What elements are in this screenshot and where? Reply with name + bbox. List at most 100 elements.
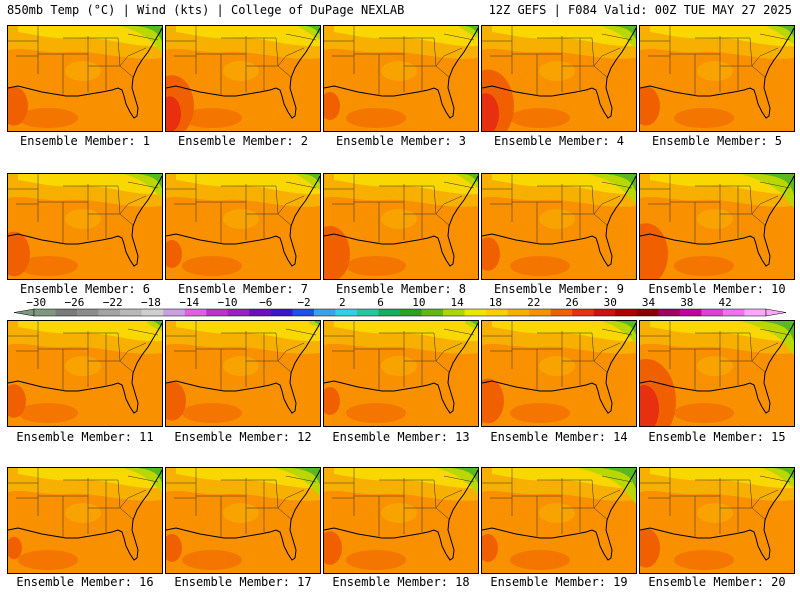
mild-pocket-inland: [223, 209, 259, 229]
ensemble-member-label: Ensemble Member: 10: [648, 282, 786, 296]
cool-band-northeast: [436, 468, 478, 494]
state-border: [119, 489, 147, 509]
colorbar-swatch: [550, 309, 573, 316]
very-hot-pocket: [166, 96, 181, 131]
colorbar-swatch: [421, 309, 444, 316]
ensemble-member-map: [323, 467, 479, 574]
state-border: [751, 342, 779, 362]
mild-pocket-inland: [381, 356, 417, 376]
cold-band-northeast: [466, 26, 478, 34]
colorbar-tick-label: 42: [718, 296, 731, 309]
warm-pocket-gulf: [18, 550, 78, 570]
state-border: [759, 181, 791, 189]
colorbar-swatch: [615, 309, 638, 316]
colorbar-tick-label: −18: [141, 296, 161, 309]
cold-band-northeast: [774, 468, 794, 480]
colorbar-tick-label: −14: [179, 296, 199, 309]
mild-band-north: [492, 321, 636, 342]
colorbar-tick-label: 2: [339, 296, 346, 309]
colorbar-swatch: [55, 309, 78, 316]
coastline: [324, 469, 478, 561]
colorbar-swatch: [529, 309, 552, 316]
state-border: [593, 489, 621, 509]
ensemble-member-map: [639, 467, 795, 574]
cold-band-northeast: [452, 468, 478, 484]
state-border: [443, 33, 475, 41]
coastline: [482, 322, 636, 414]
state-border: [277, 47, 305, 67]
hot-pocket-southwest: [324, 387, 340, 415]
cold-band-northeast: [306, 26, 320, 35]
colorbar-swatch: [34, 309, 56, 316]
cold-band-northeast: [464, 174, 478, 183]
coastline: [640, 322, 794, 414]
mild-pocket-inland: [539, 209, 575, 229]
cool-band-northeast: [294, 174, 320, 190]
mild-pocket-inland: [65, 503, 101, 523]
coastline: [8, 469, 162, 561]
state-border: [601, 475, 633, 483]
ensemble-member-label: Ensemble Member: 11: [16, 430, 154, 444]
hot-pocket-southwest: [324, 531, 342, 565]
colorbar-tick-label: −30: [26, 296, 46, 309]
warm-pocket-gulf: [346, 108, 406, 128]
warm-pocket-gulf: [182, 108, 242, 128]
state-border: [435, 195, 463, 215]
mild-pocket-inland: [539, 61, 575, 81]
cold-band-northeast: [600, 468, 636, 490]
ensemble-member-label: Ensemble Member: 17: [174, 575, 312, 589]
coastline: [324, 27, 478, 119]
cold-band-northeast: [314, 321, 320, 325]
state-border: [277, 489, 305, 509]
ensemble-member-label: Ensemble Member: 6: [19, 282, 151, 296]
colorbar-swatch: [658, 309, 681, 316]
colorbar-swatch: [744, 309, 767, 316]
state-border: [127, 181, 159, 189]
mild-pocket-inland: [223, 61, 259, 81]
colorbar-swatch: [292, 309, 315, 316]
warm-pocket-gulf: [674, 108, 734, 128]
ensemble-member-map: [165, 467, 321, 574]
cool-band-northeast: [739, 174, 794, 208]
cool-band-northeast: [297, 26, 320, 40]
colorbar-swatch: [77, 309, 99, 316]
colorbar-tick-label: 6: [377, 296, 384, 309]
cool-band-northeast: [739, 321, 794, 355]
state-border: [751, 489, 779, 509]
colorbar-swatch: [184, 309, 207, 316]
ensemble-member-map: [639, 25, 795, 132]
ensemble-member-map: [165, 320, 321, 427]
ensemble-member-map: [481, 25, 637, 132]
hot-pocket-southwest: [482, 534, 498, 562]
warm-pocket-gulf: [18, 403, 78, 423]
cool-band-northeast: [765, 26, 794, 44]
cold-band-northeast: [138, 468, 162, 483]
cool-band-northeast: [600, 26, 636, 48]
warm-pocket-gulf: [674, 256, 734, 276]
coastline: [640, 469, 794, 561]
cold-band-northeast: [760, 174, 794, 195]
cool-band-northeast: [588, 174, 636, 204]
state-border: [277, 195, 305, 215]
colorbar-tick-label: 34: [642, 296, 656, 309]
state-border: [277, 342, 305, 362]
ensemble-member-label: Ensemble Member: 9: [493, 282, 625, 296]
mild-pocket-inland: [697, 356, 733, 376]
colorbar-swatch: [98, 309, 121, 316]
colorbar-swatch: [206, 309, 229, 316]
map-title: 850mb Temp (°C) | Wind (kts) | College o…: [7, 3, 405, 17]
state-border: [601, 328, 633, 336]
colorbar-swatch: [270, 309, 293, 316]
mild-band-north: [492, 26, 636, 47]
colorbar-swatch: [335, 309, 358, 316]
hot-pocket-southwest: [640, 528, 660, 568]
warm-pocket-gulf: [18, 108, 78, 128]
coastline: [482, 469, 636, 561]
state-border: [127, 328, 159, 336]
warm-pocket-gulf: [510, 108, 570, 128]
colorbar-swatch: [356, 309, 379, 316]
state-border: [119, 195, 147, 215]
ensemble-member-map: [165, 173, 321, 280]
model-run-info: 12Z GEFS | F084 Valid: 00Z TUE MAY 27 20…: [488, 3, 792, 17]
